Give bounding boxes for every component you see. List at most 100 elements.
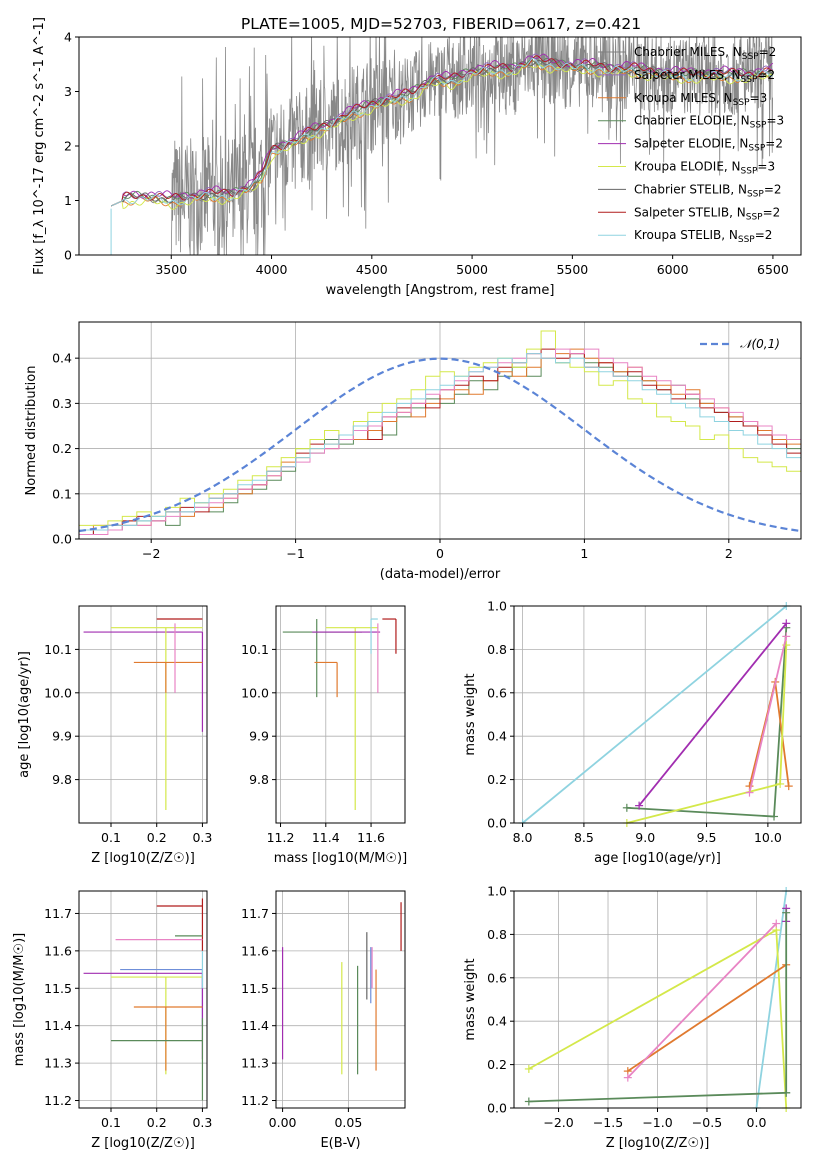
x-axis-label: Z [log10(Z/Z☉)] — [606, 1136, 710, 1151]
x-axis-label: mass [log10(M/M☉)] — [274, 851, 407, 866]
residuals-axes — [79, 322, 801, 540]
y-tick-label: 11.4 — [241, 1018, 269, 1033]
y-tick-label: 0.4 — [487, 729, 507, 744]
y-tick-label: 11.7 — [241, 906, 269, 921]
weight-line — [748, 636, 788, 793]
x-axis-label: Z [log10(Z/Z☉)] — [91, 1136, 195, 1151]
legend-label: Kroupa MILES, NSSP=3 — [634, 91, 767, 108]
model-line — [110, 58, 774, 207]
x-tick-label: 2 — [725, 546, 733, 561]
legend-label: Chabrier ELODIE, NSSP=3 — [634, 114, 784, 131]
model-line — [110, 55, 774, 207]
x-tick-label: 3500 — [155, 262, 187, 277]
y-axis-label: mass weight — [463, 958, 478, 1040]
y-tick-label: 0.1 — [52, 486, 72, 501]
x-axis-label: age [log10(age/yr)] — [594, 851, 721, 866]
y-tick-label: 3 — [64, 84, 72, 99]
x-tick-label: 10.0 — [754, 830, 782, 845]
residual-legend: 𝒩(0,1) — [700, 337, 780, 351]
ebv-mass-border — [275, 890, 406, 1109]
y-tick-label: 10.0 — [44, 685, 72, 700]
x-tick-label: 4500 — [356, 262, 388, 277]
x-tick-label: 8.0 — [513, 830, 533, 845]
weight-line — [627, 964, 787, 1072]
y-tick-label: 1.0 — [487, 884, 507, 899]
spectrum-frame: 3500 4000 4500 5000 5500 6000 6500 0 1 2 3 4 wavelen… — [32, 17, 802, 298]
y-tick-label: 0.4 — [487, 1014, 507, 1029]
x-tick-label: 0.2 — [147, 830, 167, 845]
y-tick-label: 11.7 — [44, 906, 72, 921]
histogram-step — [79, 353, 801, 539]
weight-line — [627, 922, 777, 1079]
y-tick-label: 11.3 — [44, 1056, 72, 1071]
y-tick-label: 9.8 — [52, 772, 72, 787]
x-tick-label: 11.6 — [357, 830, 385, 845]
x-tick-label: 6000 — [657, 262, 689, 277]
y-tick-label: 11.5 — [241, 981, 269, 996]
ebv-mass-frame: 0.00 0.05 11.2 11.3 11.4 11.5 11.6 11.7 E(B-V) — [241, 890, 406, 1151]
x-tick-label: 4000 — [256, 262, 288, 277]
normal-pdf-curve — [79, 357, 801, 533]
y-tick-label: 0.0 — [487, 816, 507, 831]
x-tick-label: 0.05 — [334, 1115, 362, 1130]
y-tick-label: 1.0 — [487, 599, 507, 614]
age-weight-border — [513, 605, 802, 824]
y-tick-label: 11.2 — [44, 1093, 72, 1108]
x-tick-label: 0.1 — [101, 830, 121, 845]
x-axis-label: Z [log10(Z/Z☉)] — [91, 851, 195, 866]
mass-age-frame: 11.2 11.4 11.6 9.8 9.9 10.0 10.1 mass [log10(M/… — [241, 605, 407, 866]
x-tick-label: 0.00 — [269, 1115, 297, 1130]
y-tick-label: 0.0 — [52, 532, 72, 547]
y-tick-label: 0.6 — [487, 970, 507, 985]
y-tick-label: 11.5 — [44, 981, 72, 996]
y-tick-label: 4 — [64, 30, 72, 45]
x-tick-label: 9.5 — [697, 830, 717, 845]
y-tick-label: 0 — [64, 248, 72, 263]
spectrum-legend: Chabrier MILES, NSSP=2 Salpeter MILES, NS… — [598, 45, 784, 245]
x-tick-label: 0.2 — [147, 1115, 167, 1130]
z-age-border — [78, 605, 208, 824]
x-tick-label: 0.1 — [101, 1115, 121, 1130]
x-tick-label: 8.5 — [574, 830, 594, 845]
x-tick-label: 1 — [580, 546, 588, 561]
z-weight-frame: −2.0 −1.5 −1.0 −0.5 0.0 0.0 0.2 0.4 0.6 0.8 1.0 Z [… — [463, 884, 802, 1151]
legend-label: Kroupa ELODIE, NSSP=3 — [634, 160, 775, 177]
ebv-mass-plot — [281, 902, 402, 1075]
y-tick-label: 11.2 — [241, 1093, 269, 1108]
x-tick-label: −2 — [142, 546, 160, 561]
y-tick-label: 10.1 — [241, 642, 269, 657]
legend-label: Salpeter ELODIE, NSSP=2 — [634, 137, 783, 154]
y-tick-label: 9.9 — [52, 729, 72, 744]
z-weight-plot — [524, 887, 791, 1112]
x-axis-label: (data-model)/error — [380, 567, 501, 582]
y-tick-label: 10.0 — [241, 685, 269, 700]
z-age-plot — [83, 618, 204, 810]
x-tick-label: 5000 — [456, 262, 488, 277]
legend-label: Chabrier MILES, NSSP=2 — [634, 45, 776, 62]
spectrum-plot — [110, 37, 774, 255]
z-weight-axes — [514, 890, 801, 1109]
y-tick-label: 11.4 — [44, 1018, 72, 1033]
y-tick-label: 9.8 — [249, 772, 269, 787]
y-tick-label: 11.6 — [241, 943, 269, 958]
z-age-frame: 0.1 0.2 0.3 9.8 9.9 10.0 10.1 Z [log10(Z/Z☉)] ag… — [17, 605, 212, 866]
z-mass-frame: 0.1 0.2 0.3 11.2 11.3 11.4 11.5 11.6 11.7 Z [log1… — [12, 890, 212, 1151]
x-tick-label: 9.0 — [635, 830, 655, 845]
z-mass-axes — [79, 891, 207, 1108]
y-tick-label: 0.6 — [487, 685, 507, 700]
mass-age-axes — [276, 606, 405, 823]
y-tick-label: 0.2 — [487, 1057, 507, 1072]
x-tick-label: 0.0 — [747, 1115, 767, 1130]
legend-label: Kroupa STELIB, NSSP=2 — [634, 228, 772, 245]
z-age-axes — [79, 606, 207, 823]
y-tick-label: 9.9 — [249, 729, 269, 744]
age-weight-frame: 8.0 8.5 9.0 9.5 10.0 0.0 0.2 0.4 0.6 0.8 1.0 age [l… — [463, 599, 802, 866]
y-tick-label: 0.3 — [52, 396, 72, 411]
y-tick-label: 10.1 — [44, 642, 72, 657]
age-weight-plot — [518, 602, 793, 827]
y-tick-label: 0.2 — [487, 772, 507, 787]
x-tick-label: 0 — [436, 546, 444, 561]
y-axis-label: Normed distribution — [24, 366, 39, 496]
mass-age-plot — [282, 618, 397, 810]
weight-line — [638, 622, 788, 807]
